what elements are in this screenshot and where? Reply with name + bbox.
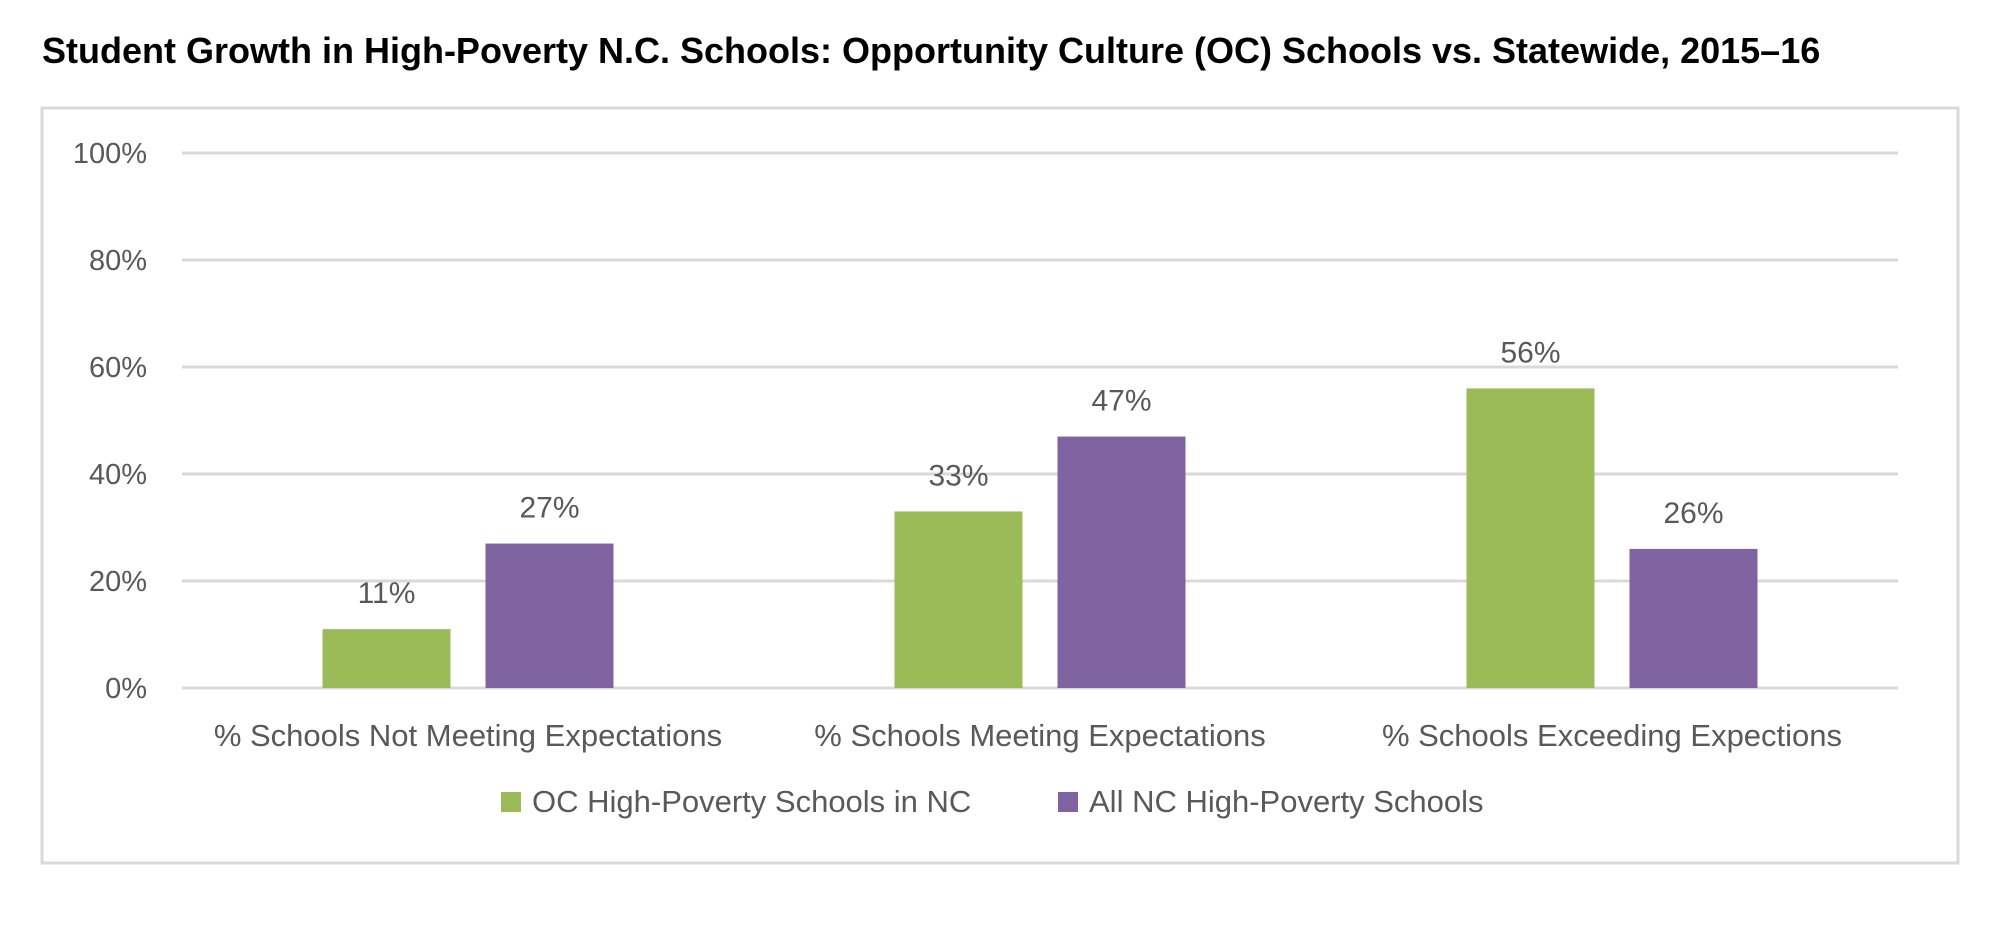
y-tick-label: 40%: [89, 459, 147, 491]
data-label: 27%: [519, 492, 579, 525]
bar-series1-cat0: [485, 543, 614, 688]
legend: OC High-Poverty Schools in NC All NC Hig…: [501, 784, 1484, 819]
legend-item-oc: OC High-Poverty Schools in NC: [501, 784, 971, 819]
y-axis-ticks: 0% 20% 40% 60% 80% 100%: [73, 138, 147, 705]
chart-title: Student Growth in High-Poverty N.C. Scho…: [42, 30, 1821, 71]
legend-label-oc: OC High-Poverty Schools in NC: [532, 784, 971, 819]
bar-series1-cat2: [1629, 548, 1758, 688]
y-tick-label: 60%: [89, 352, 147, 384]
legend-item-all-nc: All NC High-Poverty Schools: [1058, 784, 1484, 819]
bar-series1-cat1: [1057, 436, 1186, 688]
legend-label-all-nc: All NC High-Poverty Schools: [1089, 784, 1484, 819]
bar-series0-cat2: [1466, 388, 1595, 688]
bars: [322, 388, 1758, 688]
legend-swatch-all-nc: [1058, 792, 1078, 812]
data-label: 33%: [928, 459, 988, 492]
category-label: % Schools Not Meeting Expectations: [214, 718, 722, 753]
y-tick-label: 20%: [89, 566, 147, 598]
category-label: % Schools Meeting Expectations: [814, 718, 1265, 753]
data-label: 11%: [358, 577, 416, 610]
legend-swatch-oc: [501, 792, 521, 812]
y-tick-label: 80%: [89, 245, 147, 277]
data-label: 47%: [1091, 385, 1151, 418]
bar-series0-cat0: [322, 629, 451, 688]
gridlines: [182, 151, 1898, 690]
category-labels: % Schools Not Meeting Expectations % Scho…: [214, 718, 1842, 753]
y-tick-label: 100%: [73, 138, 147, 170]
category-label: % Schools Exceeding Expections: [1382, 718, 1842, 753]
data-label: 56%: [1500, 336, 1560, 369]
bar-series0-cat1: [894, 511, 1023, 688]
chart-frame: [40, 106, 1960, 865]
data-labels: 11% 27% 33% 47% 56% 26%: [358, 336, 1724, 610]
y-tick-label: 0%: [105, 673, 147, 705]
data-label: 26%: [1663, 497, 1723, 530]
